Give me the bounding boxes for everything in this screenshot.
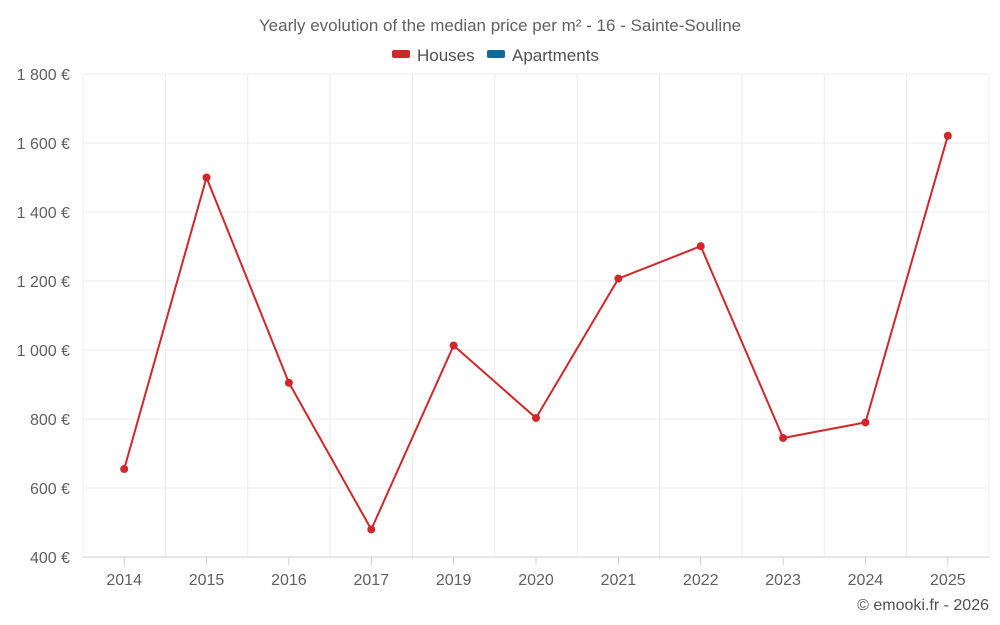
data-point-houses-2024[interactable] (861, 418, 870, 427)
data-point-houses-2025[interactable] (943, 131, 952, 140)
y-tick-label: 1 200 € (17, 274, 70, 291)
x-tick-label: 2017 (353, 572, 389, 589)
x-tick-label: 2024 (848, 572, 884, 589)
legend-item-apartments[interactable]: Apartments (487, 46, 599, 65)
chart-title: Yearly evolution of the median price per… (259, 16, 741, 35)
data-point-houses-2021[interactable] (614, 274, 623, 283)
x-tick-label: 2016 (271, 572, 307, 589)
data-point-houses-2014[interactable] (120, 465, 129, 474)
y-tick-label: 800 € (30, 412, 70, 429)
series-houses (120, 131, 952, 534)
grid (82, 73, 990, 557)
legend-label-houses: Houses (417, 46, 475, 65)
data-point-houses-2017[interactable] (367, 525, 376, 534)
x-tick-label: 2014 (106, 572, 142, 589)
x-tick-label: 2022 (683, 572, 719, 589)
y-tick-label: 1 600 € (17, 136, 70, 153)
data-point-houses-2020[interactable] (532, 413, 540, 422)
y-tick-label: 600 € (30, 481, 70, 498)
x-tick-label: 2015 (189, 572, 225, 589)
x-tick-label: 2020 (518, 572, 554, 589)
credit-text: © emooki.fr - 2026 (857, 597, 989, 614)
data-point-houses-2019[interactable] (449, 341, 458, 350)
x-tick-label: 2025 (930, 572, 966, 589)
legend-label-apartments: Apartments (512, 46, 599, 65)
axes: 400 € 600 € 800 € 1 000 € 1 200 € 1 400 € 1 60… (17, 67, 989, 589)
legend-swatch-houses (392, 50, 410, 58)
y-tick-label: 1 400 € (17, 205, 70, 222)
data-point-houses-2015[interactable] (202, 173, 211, 182)
data-point-houses-2023[interactable] (779, 433, 788, 442)
legend-swatch-apartments (487, 50, 505, 58)
y-tick-label: 1 000 € (17, 343, 70, 360)
data-point-houses-2016[interactable] (284, 378, 293, 387)
x-tick-label: 2023 (765, 572, 801, 589)
y-tick-label: 1 800 € (17, 67, 70, 84)
legend: Houses Apartments (392, 46, 599, 65)
y-tick-label: 400 € (30, 550, 70, 567)
x-tick-label: 2021 (601, 572, 637, 589)
x-tick-label: 2019 (436, 572, 472, 589)
data-point-houses-2022[interactable] (696, 242, 705, 251)
legend-item-houses[interactable]: Houses (392, 46, 475, 65)
